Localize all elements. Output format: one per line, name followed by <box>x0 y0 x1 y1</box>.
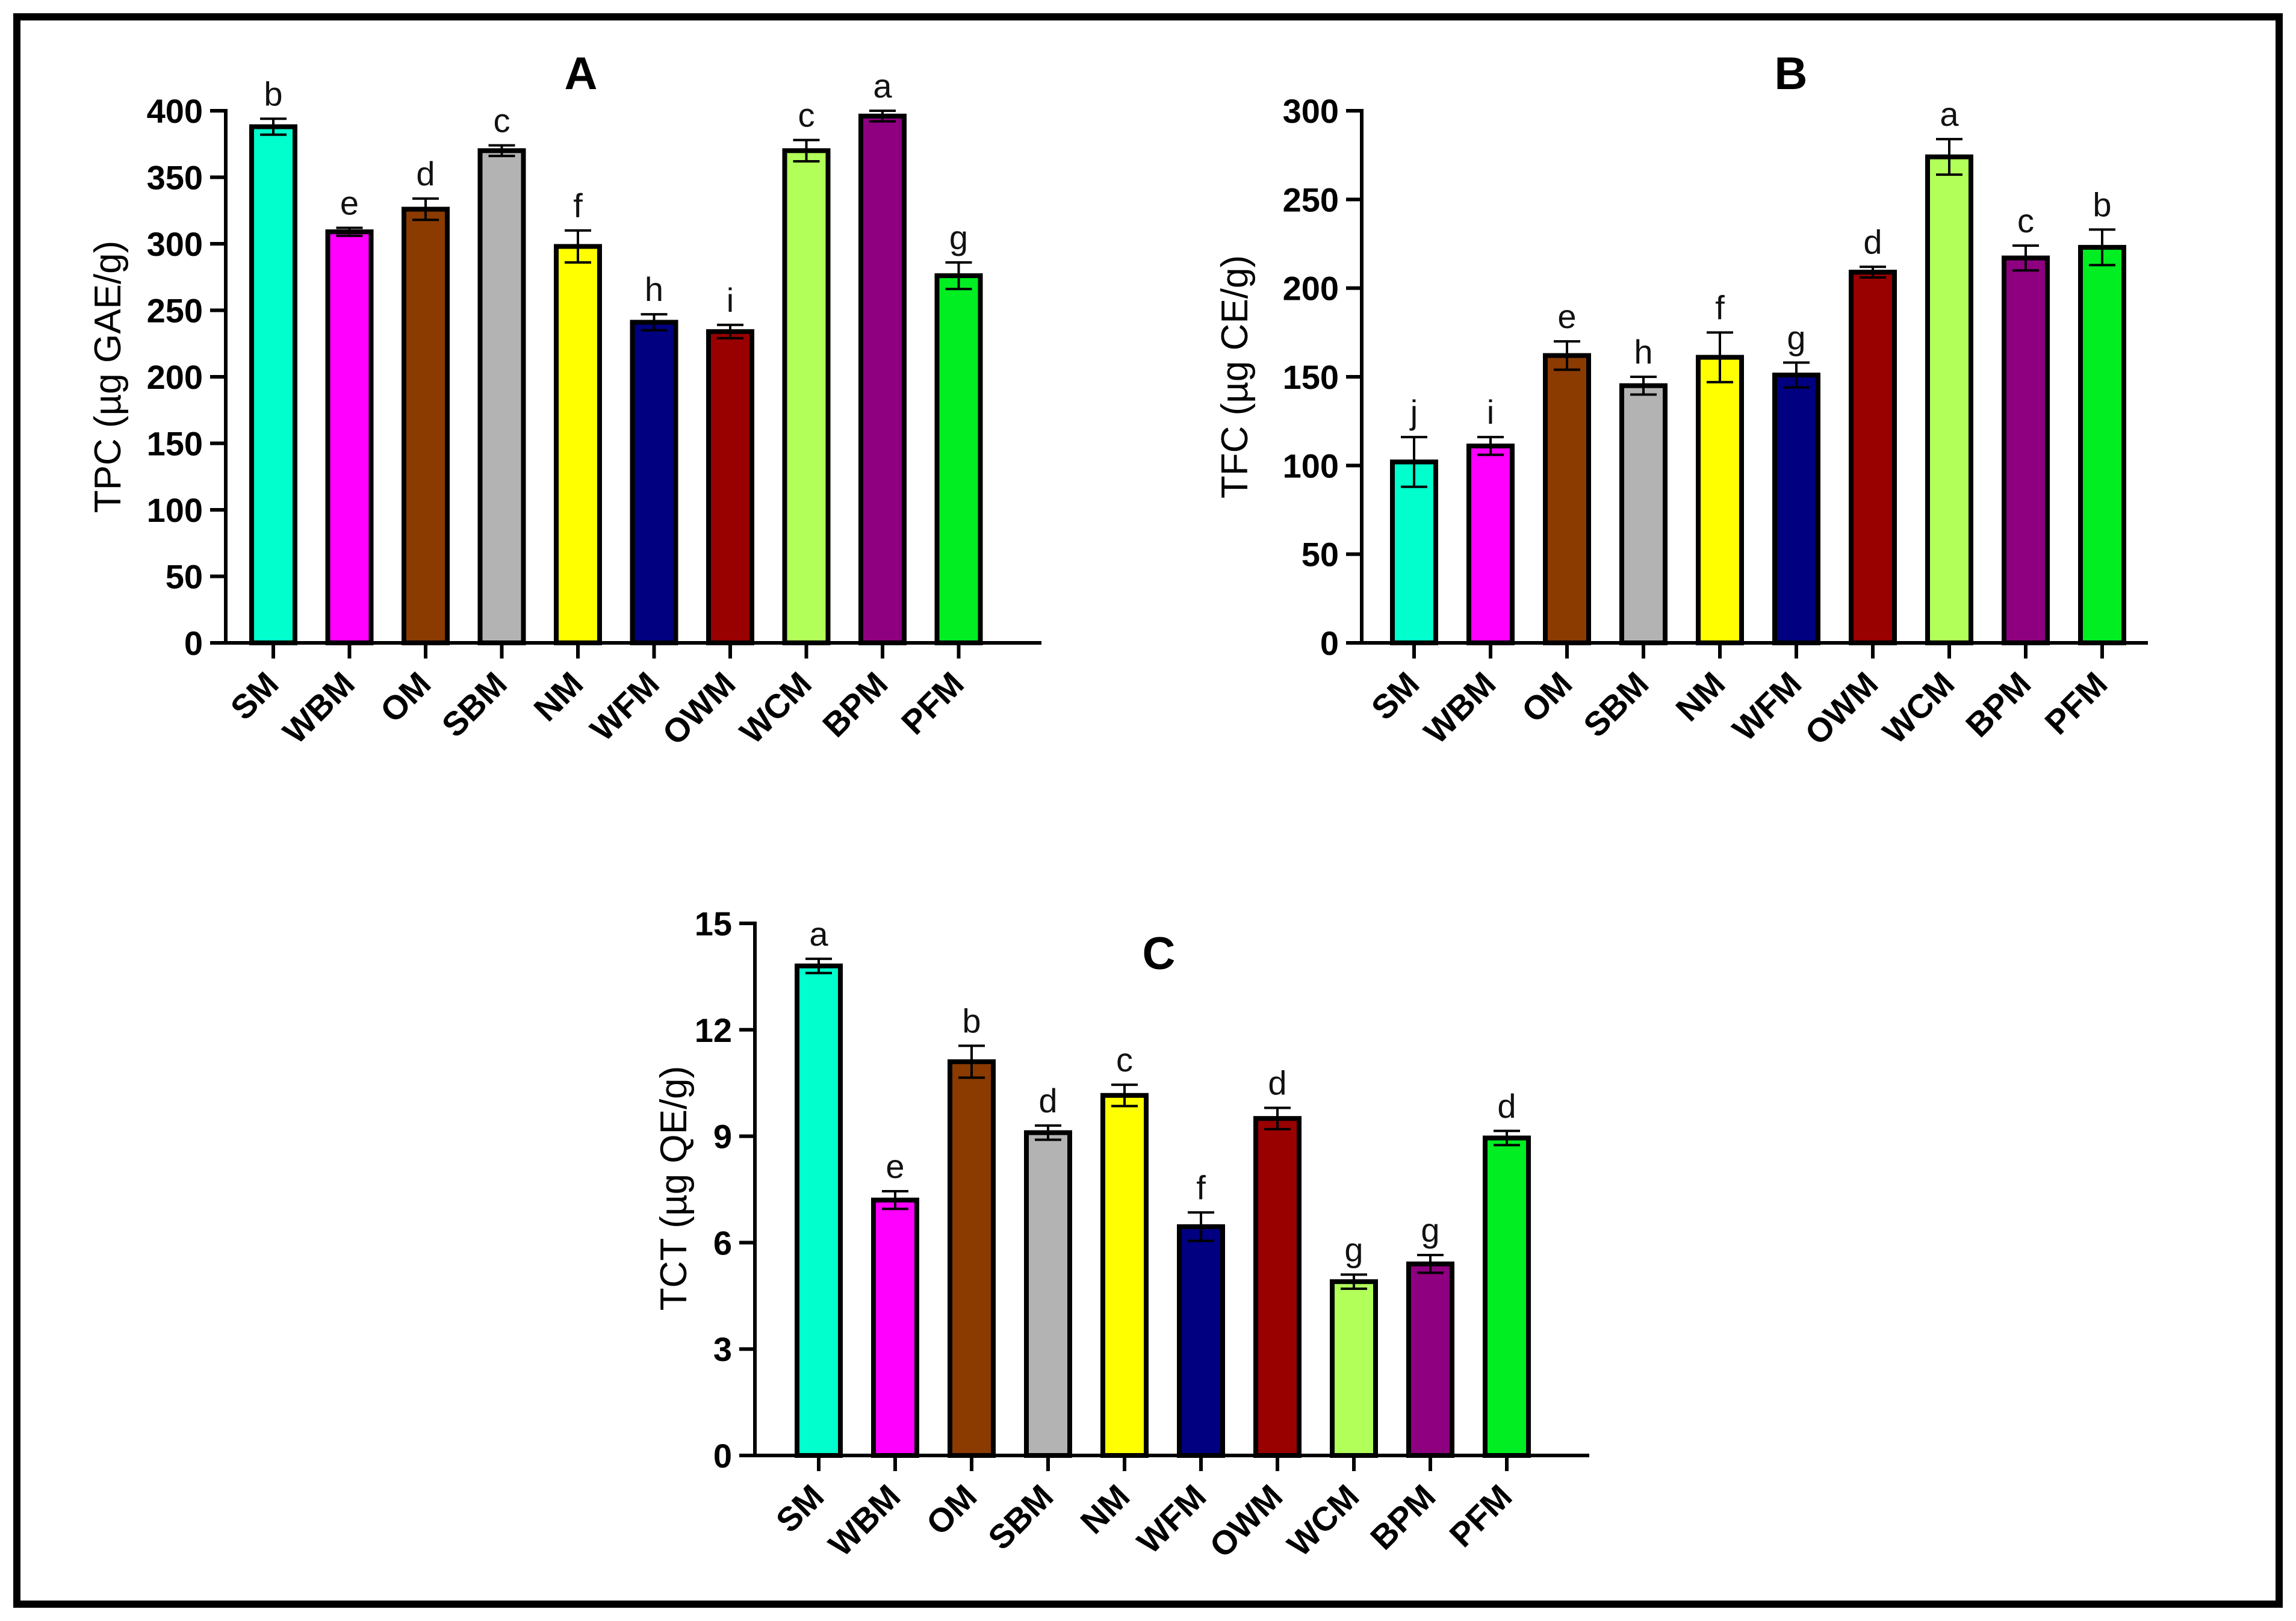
significance-letter: e <box>886 1147 904 1185</box>
significance-letter: e <box>340 184 359 222</box>
y-tick-label: 200 <box>1283 270 1339 308</box>
bar-om <box>948 1059 996 1458</box>
bar-wbm <box>1466 443 1515 645</box>
significance-letter: d <box>1038 1082 1057 1120</box>
bar-sbm <box>477 148 526 646</box>
bar-wcm <box>1925 154 1973 645</box>
significance-letter: c <box>798 96 815 134</box>
significance-letter: c <box>1116 1041 1133 1079</box>
significance-letter: d <box>1863 223 1882 261</box>
significance-letter: c <box>2017 202 2034 240</box>
bar-nm <box>1100 1093 1149 1458</box>
y-tick-label: 300 <box>1283 92 1339 130</box>
significance-letter: j <box>1409 393 1418 431</box>
significance-letter: h <box>645 270 663 308</box>
bar-sbm <box>1619 383 1668 645</box>
significance-letter: a <box>809 915 828 953</box>
significance-letter: b <box>264 75 282 113</box>
bar-bpm <box>1406 1261 1454 1458</box>
chart-title-c: C <box>1143 928 1176 979</box>
significance-letter: g <box>949 219 968 256</box>
y-tick-label: 50 <box>166 558 203 596</box>
bar-pfm <box>934 273 983 646</box>
bar-wfm <box>1772 373 1820 645</box>
bar-wfm <box>1177 1224 1225 1458</box>
bar-pfm <box>2078 244 2126 646</box>
y-tick-label: 150 <box>1283 358 1339 396</box>
bar-owm <box>1253 1116 1302 1458</box>
y-tick-label: 400 <box>147 92 203 130</box>
significance-letter: g <box>1421 1211 1439 1249</box>
bar-wbm <box>871 1197 919 1458</box>
y-tick-label: 15 <box>695 905 732 943</box>
y-tick-label: 250 <box>147 292 203 330</box>
y-tick-label: 0 <box>1320 624 1339 662</box>
significance-letter: d <box>416 155 435 193</box>
y-tick-label: 9 <box>713 1118 732 1156</box>
y-tick-label: 50 <box>1302 536 1339 574</box>
bar-sm <box>1390 459 1438 645</box>
bar-bpm <box>858 113 907 645</box>
y-tick-label: 250 <box>1283 181 1339 219</box>
significance-letter: a <box>873 67 892 105</box>
bar-wfm <box>630 320 678 645</box>
y-axis-title-c: TCT (µg QE/g) <box>653 1066 695 1311</box>
significance-letter: b <box>2093 185 2111 223</box>
bar-pfm <box>1483 1135 1531 1458</box>
chart-title-a: A <box>565 48 598 99</box>
y-tick-label: 12 <box>695 1011 732 1049</box>
significance-letter: b <box>962 1002 981 1040</box>
significance-letter: e <box>1557 297 1576 335</box>
y-tick-label: 0 <box>713 1437 732 1475</box>
y-tick-label: 350 <box>147 159 203 197</box>
y-tick-label: 0 <box>184 624 203 662</box>
bar-owm <box>706 329 754 645</box>
bar-wbm <box>325 229 374 645</box>
chart-title-b: B <box>1775 48 1808 99</box>
y-tick-label: 150 <box>147 425 203 463</box>
bar-sm <box>795 963 843 1458</box>
bar-wcm <box>1330 1279 1378 1458</box>
bar-sm <box>249 124 297 645</box>
significance-letter: d <box>1497 1087 1516 1125</box>
bar-sbm <box>1024 1130 1072 1458</box>
bar-nm <box>554 244 602 646</box>
significance-letter: f <box>1196 1168 1206 1206</box>
significance-letter: g <box>1344 1230 1363 1268</box>
significance-letter: h <box>1634 333 1652 371</box>
bar-wcm <box>782 148 831 646</box>
bar-nm <box>1696 355 1744 645</box>
y-axis-title-a: TPC (µg GAE/g) <box>87 241 129 513</box>
significance-letter: f <box>1715 288 1725 326</box>
significance-letter: f <box>573 187 583 225</box>
significance-letter: i <box>727 281 734 319</box>
significance-letter: c <box>494 101 510 139</box>
bar-owm <box>1849 270 1897 645</box>
significance-letter: d <box>1268 1064 1286 1102</box>
y-tick-label: 3 <box>713 1330 732 1368</box>
y-tick-label: 100 <box>1283 447 1339 485</box>
y-axis-title-b: TFC (µg CE/g) <box>1214 255 1256 498</box>
significance-letter: g <box>1787 318 1805 356</box>
bar-om <box>402 206 450 646</box>
y-tick-label: 100 <box>147 491 203 529</box>
bar-om <box>1543 353 1591 645</box>
significance-letter: i <box>1487 393 1494 431</box>
significance-letter: a <box>1940 95 1959 133</box>
bar-bpm <box>2002 255 2050 646</box>
y-tick-label: 300 <box>147 225 203 263</box>
y-tick-label: 6 <box>713 1224 732 1262</box>
y-tick-label: 200 <box>147 358 203 396</box>
